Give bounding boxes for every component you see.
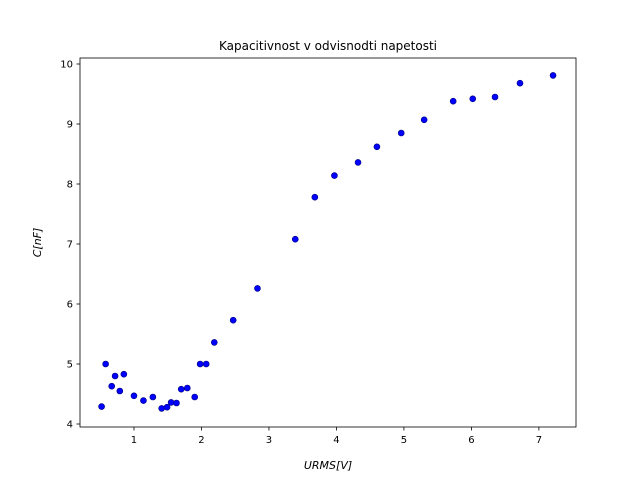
data-point <box>116 387 124 395</box>
data-point <box>183 384 191 392</box>
data-point <box>311 193 319 201</box>
y-tick-label: 5 <box>67 360 73 371</box>
data-point <box>173 399 180 407</box>
y-tick-label: 10 <box>60 60 73 71</box>
y-tick-label: 4 <box>67 420 73 431</box>
points-layer <box>98 72 557 412</box>
data-point <box>210 339 218 346</box>
y-tick-label: 6 <box>67 300 73 311</box>
data-point <box>229 316 237 324</box>
data-point <box>102 360 109 368</box>
data-point <box>196 360 204 368</box>
data-point <box>354 159 362 166</box>
plot-area <box>80 58 576 427</box>
data-point <box>331 172 338 179</box>
x-tick-label: 3 <box>266 435 272 446</box>
data-point <box>373 143 381 151</box>
data-point <box>163 403 171 411</box>
x-tick-label: 2 <box>198 435 204 446</box>
data-point <box>177 385 185 393</box>
data-point <box>202 360 210 368</box>
y-tick-label: 8 <box>67 180 73 191</box>
data-point <box>140 397 147 404</box>
x-tick-label: 5 <box>401 435 407 446</box>
data-point <box>120 370 128 378</box>
axes-frame <box>79 57 577 428</box>
data-point <box>167 399 175 406</box>
x-tick-label: 1 <box>131 435 137 446</box>
y-axis: 4 5 6 7 8 9 10 <box>60 60 80 431</box>
data-point <box>397 129 405 137</box>
data-point <box>98 403 105 410</box>
x-tick-label: 4 <box>333 435 339 446</box>
data-point <box>291 235 299 243</box>
chart-title: Kapacitivnost v odvisnodti napetosti <box>219 39 437 53</box>
y-tick-label: 7 <box>67 240 73 251</box>
data-point <box>130 392 138 400</box>
data-point <box>108 382 116 390</box>
data-point <box>420 116 428 124</box>
data-point <box>516 79 524 87</box>
data-point <box>549 72 557 79</box>
x-tick-label: 6 <box>468 435 474 446</box>
data-point <box>158 405 165 412</box>
x-axis: 1 2 3 4 5 6 7 <box>131 427 542 446</box>
x-tick-label: 7 <box>536 435 542 446</box>
data-point <box>149 393 157 401</box>
x-axis-label: URMS[V] <box>304 459 352 472</box>
data-point <box>491 93 499 101</box>
y-axis-label: C[nF] <box>31 228 44 258</box>
data-point <box>254 285 261 292</box>
data-point <box>469 95 477 103</box>
data-point <box>191 393 199 401</box>
y-tick-label: 9 <box>67 120 73 131</box>
data-point <box>111 372 119 380</box>
data-point <box>449 97 457 105</box>
